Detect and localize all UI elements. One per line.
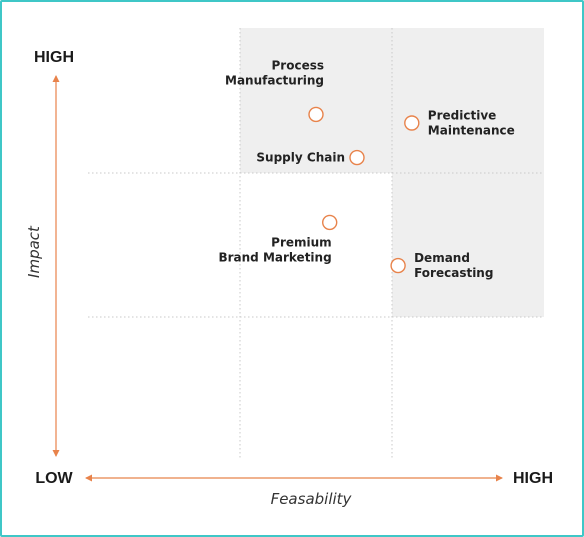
x-axis-low-label: LOW <box>35 470 73 487</box>
y-axis-arrow <box>52 75 60 457</box>
x-axis-title: Feasability <box>271 490 353 508</box>
y-axis-high-label: HIGH <box>34 49 74 66</box>
point-label-process-manufacturing: Process Manufacturing <box>225 58 324 87</box>
grid <box>88 28 544 460</box>
point-marker-demand-forecasting <box>390 257 406 274</box>
point-label-predictive-maintenance: Predictive Maintenance <box>428 109 515 138</box>
point-label-demand-forecasting: Demand Forecasting <box>414 251 493 280</box>
point-marker-process-manufacturing <box>308 106 324 123</box>
x-axis-high-label: HIGH <box>513 470 553 487</box>
point-marker-premium-brand-marketing <box>322 214 338 231</box>
data-points: Process Manufacturing Predictive Maintenanc… <box>218 58 514 280</box>
y-axis-title: Impact <box>25 225 43 278</box>
point-marker-predictive-maintenance <box>404 115 420 131</box>
point-label-premium-brand-marketing: Premium Brand Marketing <box>218 235 331 264</box>
point-label-supply-chain: Supply Chain <box>256 151 345 165</box>
point-marker-supply-chain <box>349 149 365 166</box>
x-axis-arrow <box>85 474 503 482</box>
shade-right-region <box>392 173 544 317</box>
